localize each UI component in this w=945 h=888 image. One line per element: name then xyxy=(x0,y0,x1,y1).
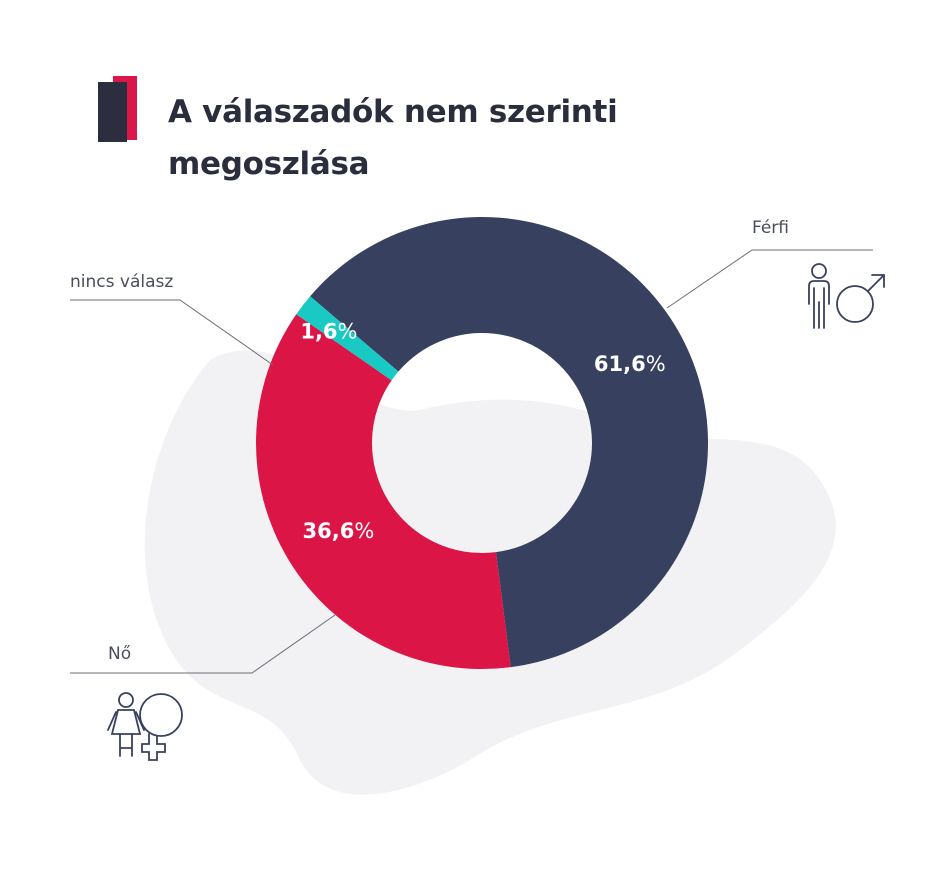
slice-ferfi xyxy=(310,217,708,668)
leader-nincs-valasz xyxy=(70,299,274,366)
value-label-ferfi: 61,6% xyxy=(594,352,666,376)
leader-ferfi xyxy=(666,249,873,309)
male-person-icon xyxy=(808,263,885,329)
female-person-icon xyxy=(107,692,183,761)
value-label-nincs-valasz: 1,6% xyxy=(300,319,357,343)
label-ferfi: Férfi xyxy=(752,218,790,238)
chart-title: A válaszadók nem szerinti megoszlása xyxy=(168,86,618,190)
slice-nincs-valasz xyxy=(296,296,399,381)
label-no: Nő xyxy=(108,644,132,664)
title-line-2: megoszlása xyxy=(168,146,370,182)
leader-no xyxy=(70,614,336,674)
value-label-no: 36,6% xyxy=(303,519,375,543)
title-accent-dark xyxy=(98,82,127,142)
label-nincs-valasz: nincs válasz xyxy=(70,272,174,292)
title-line-1: A válaszadók nem szerinti xyxy=(168,94,618,130)
slice-no xyxy=(256,314,511,669)
